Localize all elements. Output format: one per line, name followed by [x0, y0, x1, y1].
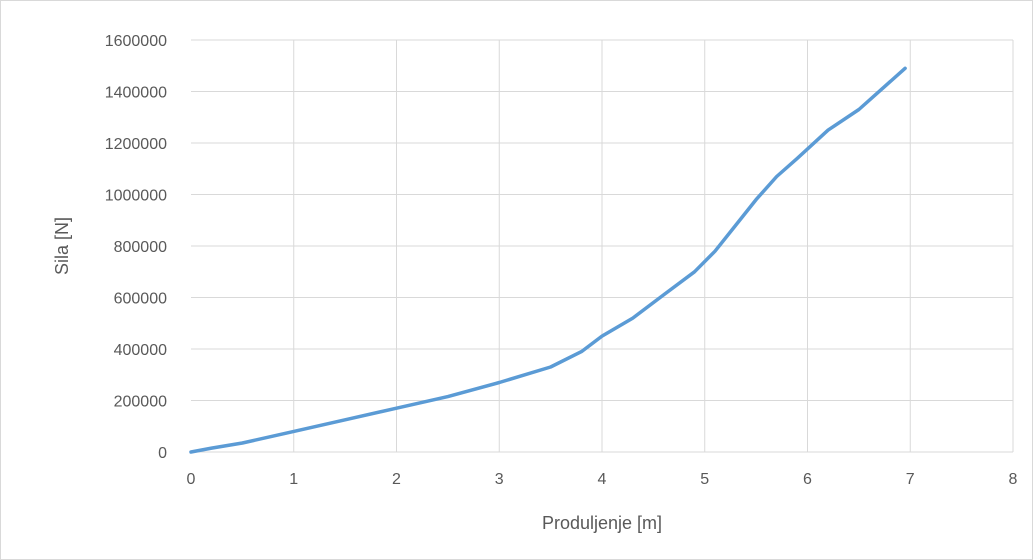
y-tick-labels: 0 200000 400000 600000 800000 1000000 1200000 1… — [105, 33, 167, 462]
data-point — [662, 293, 665, 296]
data-point — [241, 441, 244, 444]
x-tick-label: 5 — [700, 471, 709, 488]
data-point — [734, 224, 737, 227]
y-tick-label: 1000000 — [105, 188, 167, 205]
data-point — [827, 129, 830, 132]
data-point — [580, 350, 583, 353]
data-point — [190, 451, 193, 454]
x-tick-label: 3 — [495, 471, 504, 488]
data-point — [904, 67, 907, 70]
x-tick-label: 7 — [906, 471, 915, 488]
y-tick-label: 1200000 — [105, 136, 167, 153]
y-axis-title: Sila [N] — [52, 217, 72, 275]
data-point — [498, 381, 501, 384]
x-tick-label: 4 — [598, 471, 607, 488]
data-point — [755, 198, 758, 201]
data-point — [395, 407, 398, 410]
data-point — [446, 395, 449, 398]
data-point — [796, 157, 799, 160]
data-point — [693, 270, 696, 273]
data-point — [857, 108, 860, 111]
data-point — [775, 175, 778, 178]
x-tick-label: 8 — [1009, 471, 1018, 488]
x-tick-labels: 0 1 2 3 4 5 6 7 8 — [187, 471, 1018, 488]
x-tick-label: 2 — [392, 471, 401, 488]
data-points — [190, 67, 907, 454]
data-point — [714, 250, 717, 253]
data-point — [631, 317, 634, 320]
series-line — [189, 66, 907, 454]
data-point — [344, 418, 347, 421]
x-tick-label: 0 — [187, 471, 196, 488]
x-tick-label: 1 — [289, 471, 298, 488]
data-point — [210, 447, 213, 450]
y-tick-label: 1600000 — [105, 33, 167, 50]
y-tick-label: 0 — [158, 445, 167, 462]
x-axis-title: Produljenje [m] — [542, 513, 662, 533]
y-tick-label: 400000 — [114, 342, 167, 359]
y-tick-label: 600000 — [114, 291, 167, 308]
y-tick-label: 200000 — [114, 394, 167, 411]
y-gridlines — [191, 39, 1013, 401]
data-point — [549, 366, 552, 369]
data-point — [292, 430, 295, 433]
y-tick-label: 1400000 — [105, 85, 167, 102]
y-tick-label: 800000 — [114, 239, 167, 256]
data-point — [601, 335, 604, 338]
x-tick-label: 6 — [803, 471, 812, 488]
